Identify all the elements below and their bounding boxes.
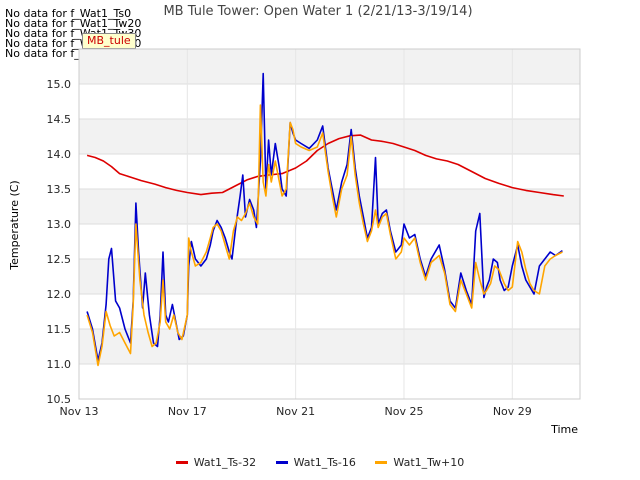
y-tick-label: 11.5 — [47, 323, 72, 336]
grid-band — [79, 259, 580, 294]
x-tick-label: Nov 17 — [168, 405, 207, 418]
legend-label: Wat1_Tw+10 — [393, 456, 465, 469]
y-tick-label: 15.0 — [47, 78, 72, 91]
y-tick-label: 14.5 — [47, 113, 72, 126]
y-axis-ticks: 10.5 11.0 11.5 12.0 12.5 13.0 13.5 14.0 14.5 15.0 — [47, 78, 580, 406]
y-tick-label: 12.5 — [47, 253, 72, 266]
grid-band — [79, 49, 580, 84]
chart-title: MB Tule Tower: Open Water 1 (2/21/13-3/1… — [163, 4, 472, 19]
y-tick-label: 14.0 — [47, 148, 72, 161]
legend-swatch-red — [175, 461, 188, 464]
no-data-message: No data for f_Wat1_Tw30 — [5, 27, 142, 40]
legend-item: Wat1_Tw+10 — [375, 456, 464, 469]
y-tick-label: 10.5 — [47, 393, 72, 406]
x-tick-label: Nov 25 — [384, 405, 423, 418]
no-data-message: No data for f_Wat1_Tw50 — [5, 47, 142, 60]
x-axis-label: Time — [550, 423, 578, 436]
x-tick-label: Nov 13 — [60, 405, 99, 418]
grid-band — [79, 189, 580, 224]
y-tick-label: 11.0 — [47, 358, 72, 371]
no-data-message: No data for f_Wat1_Tw40 — [5, 37, 142, 50]
legend: Wat1_Ts-32 Wat1_Ts-16 Wat1_Tw+10 — [0, 454, 640, 469]
legend-swatch-blue — [275, 461, 288, 464]
no-data-message: No data for f_Wat1_Ts0 — [5, 7, 132, 20]
legend-label: Wat1_Ts-32 — [193, 456, 257, 469]
series-line-wat1-tw-10 — [86, 104, 563, 367]
legend-item: Wat1_Ts-16 — [275, 456, 356, 469]
plot-frame — [78, 48, 581, 400]
legend-swatch-orange — [375, 461, 388, 464]
y-axis-label: Temperature (C) — [8, 180, 21, 270]
x-tick-label: Nov 29 — [493, 405, 532, 418]
y-tick-label: 12.0 — [47, 288, 72, 301]
grid-bands — [79, 49, 580, 364]
y-tick-label: 13.0 — [47, 218, 72, 231]
y-tick-label: 13.5 — [47, 183, 72, 196]
series-lines — [86, 72, 564, 367]
grid-band — [79, 329, 580, 364]
legend-item: Wat1_Ts-32 — [175, 456, 257, 469]
series-line-wat1-ts-32 — [86, 134, 564, 197]
legend-label: Wat1_Ts-16 — [293, 456, 356, 469]
grid-band — [79, 119, 580, 154]
x-tick-label: Nov 21 — [276, 405, 315, 418]
no-data-message: No data for f_Wat1_Tw20 — [5, 17, 142, 30]
